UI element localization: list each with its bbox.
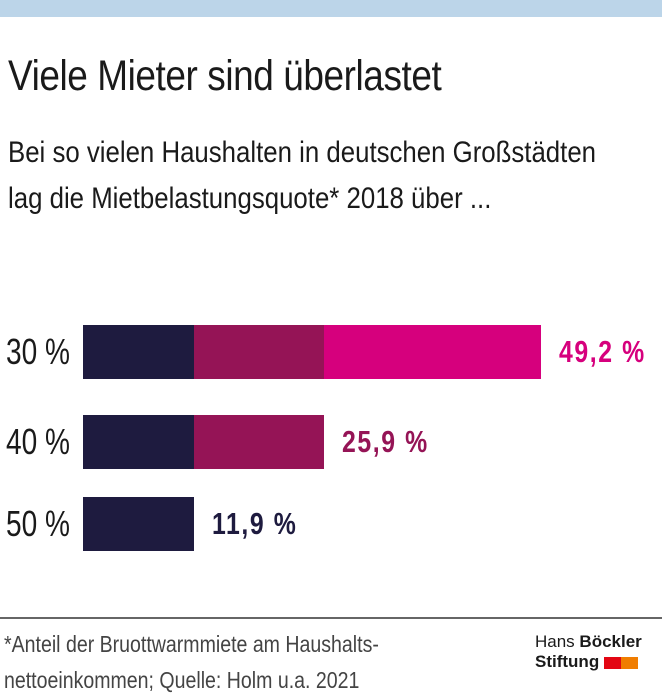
top-band <box>0 0 662 17</box>
logo-text-boeckler: Böckler <box>579 632 642 651</box>
footnote: *Anteil der Bruottwarmmiete am Haushalts… <box>4 631 379 693</box>
category-label: 50 % <box>6 503 71 544</box>
category-label: 40 % <box>6 421 71 462</box>
logo-orange-square <box>620 656 638 669</box>
value-label: 49,2 % <box>559 334 646 369</box>
value-label: 11,9 % <box>211 506 298 541</box>
chart-title: Viele Mieter sind überlastet <box>8 52 442 100</box>
bar-segment <box>324 325 541 379</box>
bar-segment <box>83 497 194 551</box>
logo-red-square <box>603 656 621 669</box>
divider <box>0 617 662 619</box>
category-label: 30 % <box>6 331 71 372</box>
value-label: 25,9 % <box>342 424 429 459</box>
bar-segment <box>193 325 325 379</box>
hans-boeckler-logo: Hans Böckler Stiftung <box>535 632 642 672</box>
chart-subtitle: Bei so vielen Haushalten in deutschen Gr… <box>8 136 597 215</box>
bar-segment <box>83 325 194 379</box>
logo-text-hans: Hans <box>535 632 575 651</box>
logo-text-stiftung: Stiftung <box>535 652 600 671</box>
bar-segment <box>193 415 325 469</box>
bar-segment <box>83 415 194 469</box>
